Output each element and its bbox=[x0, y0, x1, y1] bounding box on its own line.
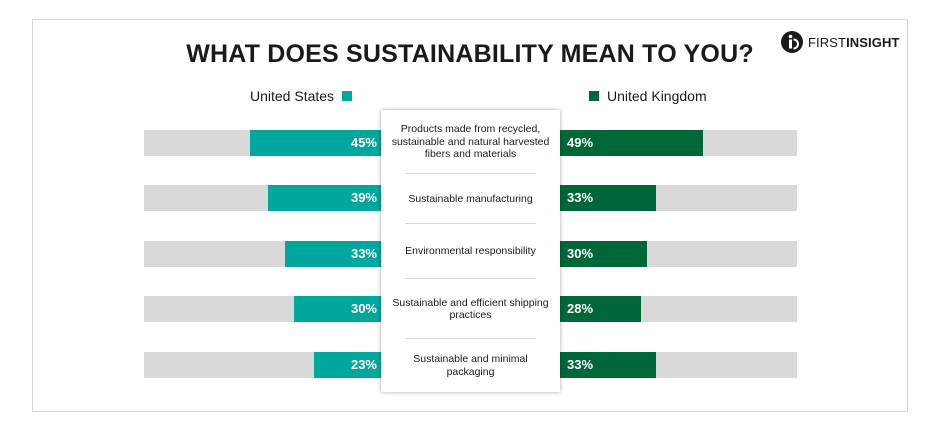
category-label: Sustainable and minimal packaging bbox=[413, 353, 528, 378]
category-divider bbox=[405, 223, 536, 224]
first-insight-logo-icon bbox=[781, 31, 803, 53]
bar-us bbox=[293, 296, 381, 322]
legend-swatch-united-states bbox=[342, 91, 353, 101]
logo-text-insight: INSIGHT bbox=[846, 34, 900, 50]
value-label-uk: 33% bbox=[567, 357, 594, 372]
category-panel: Products made from recycled, sustainable… bbox=[381, 110, 560, 392]
value-label-us: 45% bbox=[350, 135, 377, 150]
legend-item-united-states: United States bbox=[250, 88, 353, 104]
value-label-uk: 28% bbox=[567, 301, 594, 316]
category-divider bbox=[405, 338, 536, 339]
category-label: Sustainable manufacturing bbox=[408, 192, 533, 205]
bar-us bbox=[267, 185, 381, 211]
bar-uk bbox=[560, 241, 648, 267]
value-label-us: 33% bbox=[350, 246, 377, 261]
category-divider bbox=[405, 173, 536, 174]
value-label-uk: 33% bbox=[567, 190, 594, 205]
first-insight-logo: FIRSTINSIGHT bbox=[780, 30, 900, 54]
legend-swatch-united-kingdom bbox=[589, 91, 599, 101]
chart-title: WHAT DOES SUSTAINABILITY MEAN TO YOU? bbox=[186, 40, 754, 68]
value-label-us: 23% bbox=[350, 357, 377, 372]
category-label: Products made from recycled, sustainable… bbox=[391, 123, 550, 161]
legend-label-united-states: United States bbox=[250, 88, 335, 104]
bar-us bbox=[284, 241, 381, 267]
bar-uk bbox=[560, 185, 657, 211]
bar-us bbox=[314, 352, 381, 378]
bar-us bbox=[250, 130, 381, 156]
bar-uk bbox=[560, 296, 642, 322]
value-label-us: 39% bbox=[350, 190, 377, 205]
logo-text-first: FIRST bbox=[808, 34, 847, 50]
legend-item-united-kingdom: United Kingdom bbox=[589, 88, 707, 104]
first-insight-logo-text: FIRSTINSIGHT bbox=[808, 35, 900, 50]
value-label-uk: 49% bbox=[567, 135, 594, 150]
bar-uk bbox=[560, 130, 703, 156]
value-label-uk: 30% bbox=[567, 246, 594, 261]
category-label: Environmental responsibility bbox=[405, 245, 536, 258]
value-label-us: 30% bbox=[350, 301, 377, 316]
category-divider bbox=[405, 278, 536, 279]
bar-uk bbox=[560, 352, 657, 378]
legend-label-united-kingdom: United Kingdom bbox=[607, 88, 707, 104]
category-label: Sustainable and efficient shipping pract… bbox=[392, 296, 549, 322]
